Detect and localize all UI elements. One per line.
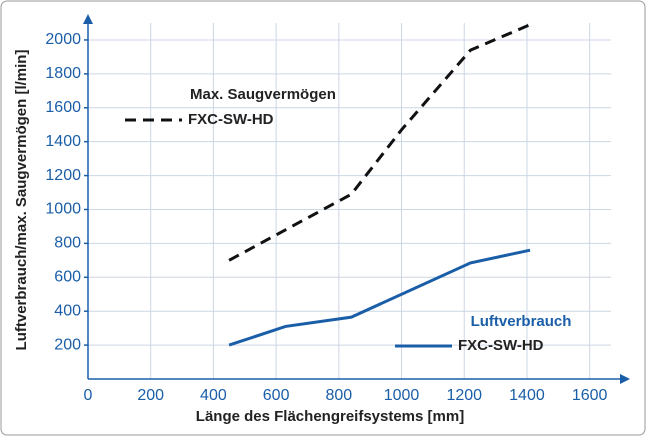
x-axis-label: Länge des Flächengreifsystems [mm] (196, 408, 464, 425)
series-line (228, 23, 531, 262)
x-tick-label: 1400 (509, 387, 545, 404)
y-tick-label: 1000 (45, 201, 81, 218)
y-tick-label: 1200 (45, 167, 81, 184)
x-tick-label: 0 (84, 387, 93, 404)
x-tick-label: 400 (200, 387, 227, 404)
x-axis-arrow (620, 374, 630, 384)
y-tick-label: 1600 (45, 99, 81, 116)
series-line (228, 248, 531, 347)
y-axis-label: Luftverbrauch/max. Saugvermögen [l/min] (13, 50, 30, 351)
x-tick-label: 600 (263, 387, 290, 404)
y-tick-label: 1400 (45, 133, 81, 150)
y-axis-arrow (83, 14, 93, 24)
legend-label: FXC-SW-HD (188, 111, 274, 128)
legend-title: Max. Saugvermögen (190, 86, 336, 103)
y-tick-label: 800 (54, 235, 81, 252)
y-tick-label: 2000 (45, 31, 81, 48)
legend-label: FXC-SW-HD (458, 337, 544, 354)
y-tick-label: 400 (54, 302, 81, 319)
y-tick-label: 600 (54, 269, 81, 286)
legend-title: Luftverbrauch (471, 313, 572, 330)
x-tick-label: 800 (325, 387, 352, 404)
x-tick-label: 1000 (384, 387, 420, 404)
x-tick-label: 1600 (572, 387, 608, 404)
y-tick-label: 200 (54, 336, 81, 353)
x-tick-label: 1200 (446, 387, 482, 404)
y-tick-label: 1800 (45, 65, 81, 82)
x-tick-label: 200 (137, 387, 164, 404)
